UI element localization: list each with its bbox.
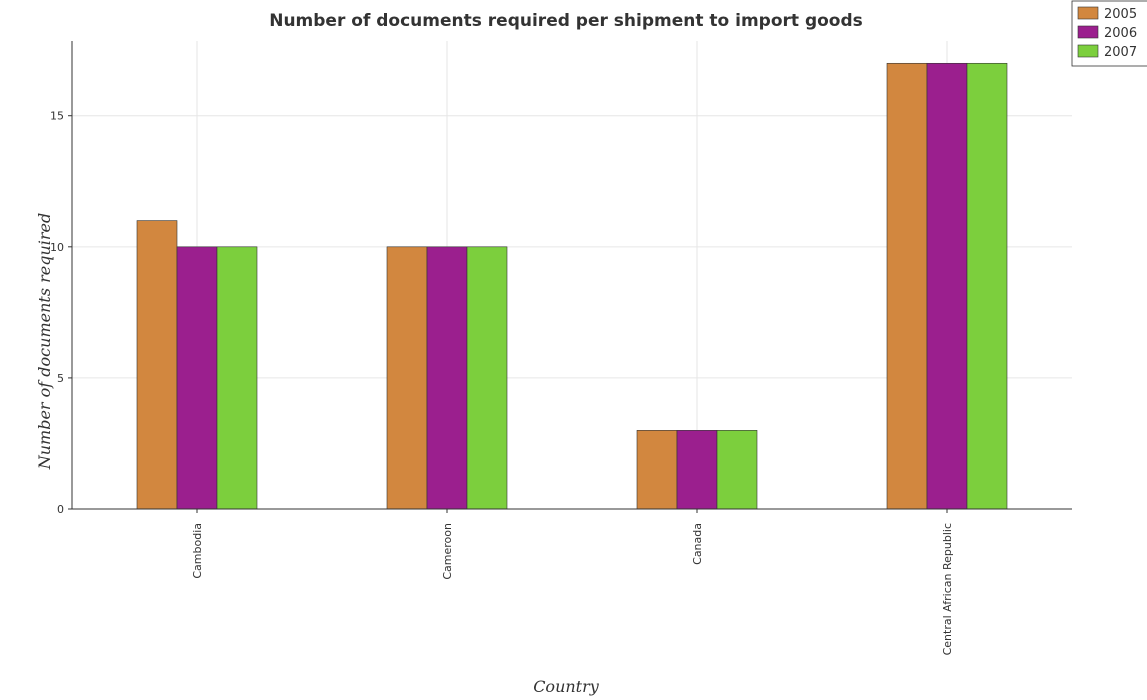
y-tick-label: 10	[50, 241, 64, 254]
axes	[68, 41, 1072, 513]
legend-label-2007: 2007	[1104, 45, 1137, 60]
legend-swatch-2005	[1077, 6, 1099, 20]
x-tick-label: Central African Republic	[941, 523, 954, 655]
x-tick-label: Cambodia	[191, 523, 204, 579]
chart-title: Number of documents required per shipmen…	[269, 11, 863, 31]
legend-label-2006: 2006	[1104, 26, 1137, 41]
bars	[136, 62, 1008, 510]
tick-labels: Cambodia Cameroon Canada Central African Re…	[50, 110, 954, 656]
bar-2006-cameroon	[426, 246, 468, 510]
bar-2005-canada	[636, 430, 678, 510]
bar-2006-central-african-republic	[926, 62, 968, 510]
bar-2005-cameroon	[386, 246, 428, 510]
x-tick-label: Cameroon	[441, 523, 454, 580]
legend-swatch-2006	[1077, 25, 1099, 39]
y-tick-label: 5	[57, 372, 64, 385]
bar-2007-cameroon	[466, 246, 508, 510]
y-tick-label: 0	[57, 503, 64, 516]
legend-swatch-2007	[1077, 44, 1099, 58]
bar-2006-cambodia	[176, 246, 218, 510]
legend: 2005 2006 2007	[1071, 0, 1147, 67]
legend-label-2005: 2005	[1104, 7, 1137, 22]
x-tick-label: Canada	[691, 523, 704, 565]
x-axis-label: Country	[533, 677, 600, 696]
bar-2007-central-african-republic	[966, 62, 1008, 510]
bar-2005-central-african-republic	[886, 62, 928, 510]
y-tick-label: 15	[50, 110, 64, 123]
bar-2005-cambodia	[136, 220, 178, 510]
bar-2006-canada	[676, 430, 718, 510]
y-axis-label: Number of documents required	[35, 213, 54, 471]
bar-2007-cambodia	[216, 246, 258, 510]
bar-2007-canada	[716, 430, 758, 510]
